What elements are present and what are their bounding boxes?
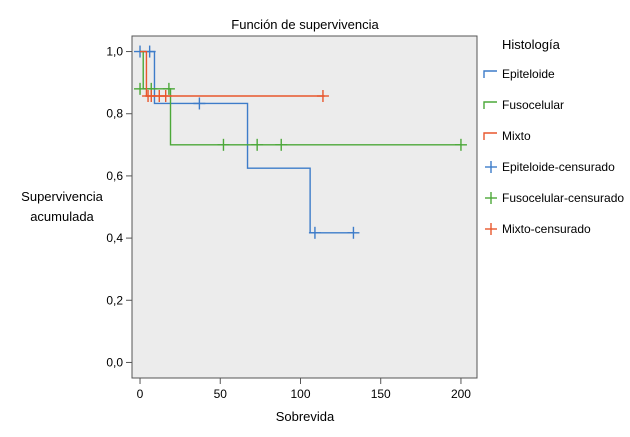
censor-mark-epiteloide [193,97,206,110]
legend-label: Mixto [502,129,531,143]
y-tick-label: 0,8 [106,107,123,121]
legend-label: Fusocelular [502,98,564,112]
y-tick-label: 0,4 [106,231,123,245]
series-line-epiteloide [140,50,354,234]
y-tick-label: 0,2 [106,293,123,307]
x-axis-label: Sobrevida [276,409,335,424]
x-tick-label: 100 [290,387,310,401]
censor-mark-fusocelular [162,82,175,95]
censor-mark-fusocelular [217,138,230,151]
censor-mark-fusocelular [275,138,288,151]
censor-mark-epiteloide [347,226,360,239]
censor-mark-mixto [159,90,172,103]
y-tick-label: 0,6 [106,169,123,183]
y-tick-label: 0,0 [106,355,123,369]
legend: Histología Epiteloide Fusocelular Mixto Epi… [483,37,624,236]
chart-title: Función de supervivencia [231,17,379,32]
legend-item-mixto: Mixto [483,129,531,143]
censor-mark-epiteloide [308,226,321,239]
legend-censor-swatch [485,161,497,173]
censor-mark-fusocelular [454,138,467,151]
legend-label: Mixto-censurado [502,222,591,236]
legend-censor-swatch [485,223,497,235]
legend-item-epiteloide: Epiteloide [483,67,555,81]
legend-item-fusocelular-censurado: Fusocelular-censurado [485,191,624,205]
legend-item-mixto-censurado: Mixto-censurado [485,222,591,236]
y-tick-label: 1,0 [106,45,123,59]
x-tick-label: 0 [137,387,144,401]
axes-layer: 0,0 0,2 0,4 0,6 0,8 1,0 0 50 100 150 200 [106,45,471,401]
y-axis-label-line1: Supervivencia [21,189,103,204]
legend-step-swatch [483,101,497,109]
legend-label: Epiteloide [502,67,555,81]
x-tick-label: 150 [371,387,391,401]
legend-label: Epiteloide-censurado [502,160,615,174]
censor-mark-fusocelular [134,82,147,95]
legend-censor-swatch [485,192,497,204]
y-axis-label-line2: acumulada [30,209,94,224]
legend-label: Fusocelular-censurado [502,191,624,205]
plot-area [131,35,478,379]
censor-mark-fusocelular [251,138,264,151]
legend-item-fusocelular: Fusocelular [483,98,564,112]
series-line-mixto [140,50,325,97]
plot-layer [134,45,467,239]
legend-step-swatch [483,70,497,78]
legend-step-swatch [483,132,497,140]
censor-mark-mixto [316,90,329,103]
legend-item-epiteloide-censurado: Epiteloide-censurado [485,160,615,174]
legend-title: Histología [502,37,561,52]
x-tick-label: 50 [214,387,228,401]
x-tick-label: 200 [451,387,471,401]
